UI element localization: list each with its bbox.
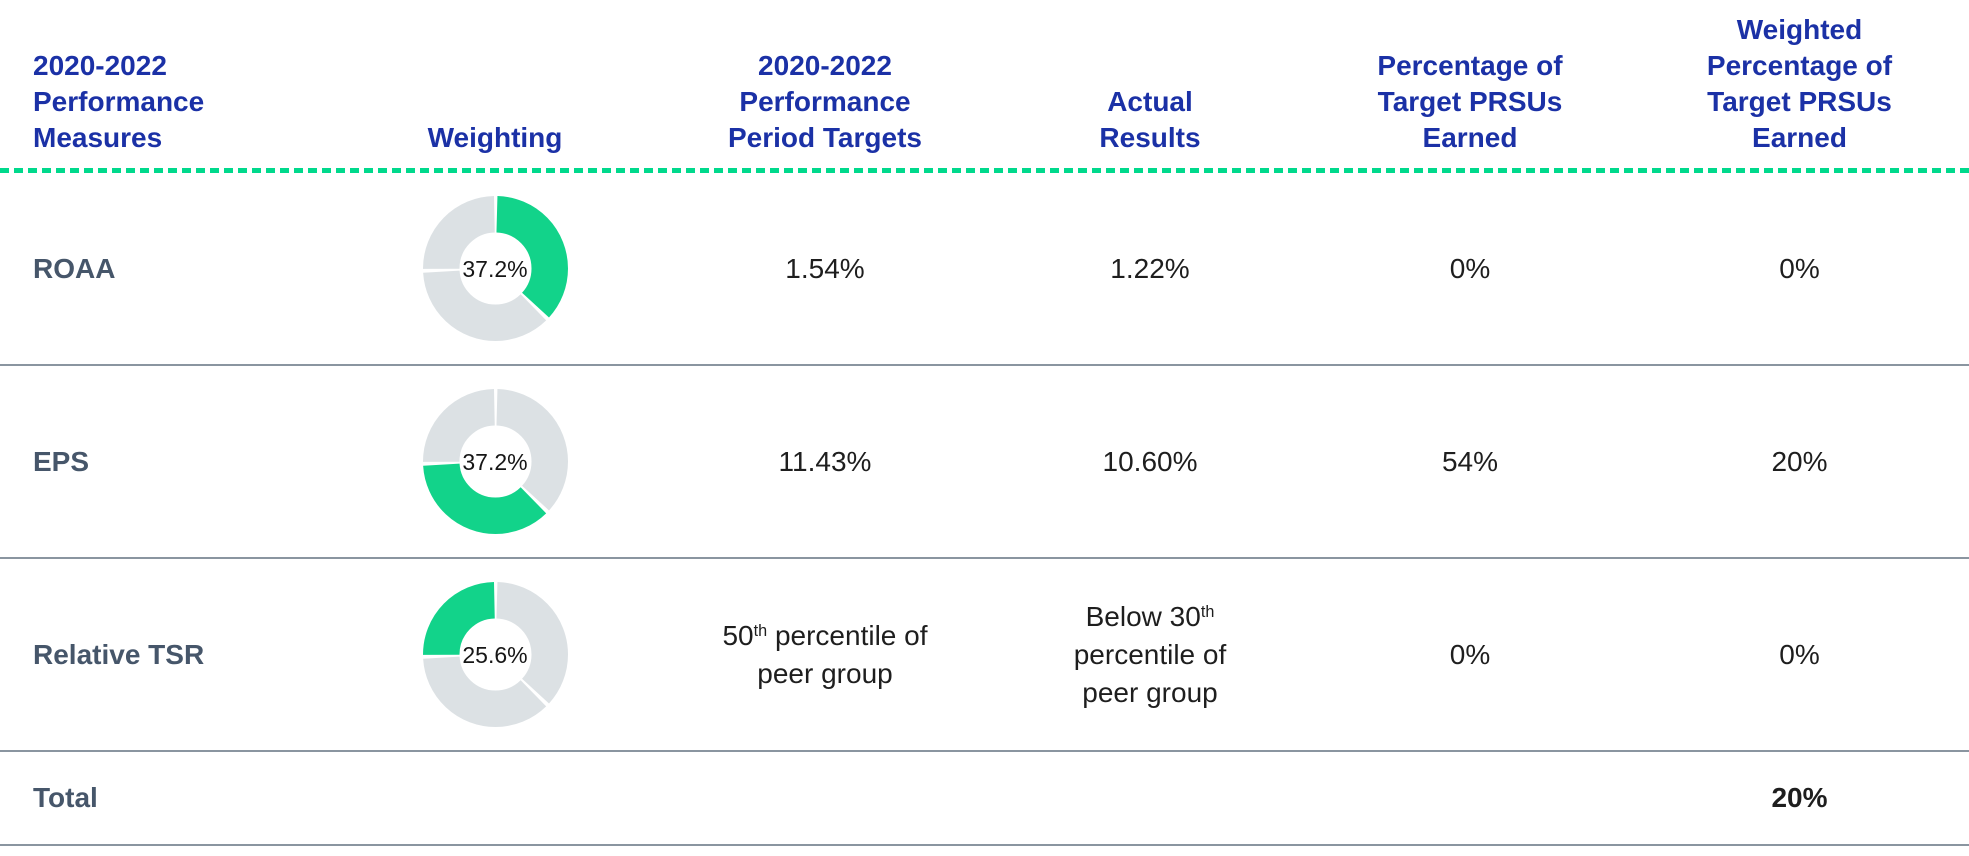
total-label: Total [33, 782, 98, 813]
total-row: Total 20% [0, 752, 1969, 846]
weighting-cell: 37.2% [330, 389, 660, 534]
weighting-donut-chart: 25.6% [422, 582, 568, 727]
weighting-donut-chart: 37.2% [422, 389, 568, 534]
weighting-cell: 37.2% [330, 196, 660, 341]
column-header-actual: Actual Results [1099, 86, 1201, 153]
target-value: 11.43% [778, 445, 872, 477]
donut-percentage-label: 37.2% [462, 255, 528, 282]
actual-value: 1.22% [1110, 252, 1190, 284]
measure-label: ROAA [33, 252, 116, 284]
column-header-targets: 2020-2022 Performance Period Targets [728, 50, 922, 153]
actual-value: Below 30th percentile of peer group [1073, 600, 1227, 708]
actual-value: 10.60% [1102, 445, 1198, 477]
table-header: 2020-2022 Performance Measures Weighting 2… [0, 0, 1969, 168]
donut-percentage-label: 25.6% [462, 641, 528, 668]
earned-value: 0% [1449, 252, 1491, 284]
column-header-weighted: Weighted Percentage of Target PRSUs Earned [1706, 14, 1893, 153]
measure-label: EPS [33, 445, 90, 477]
weighted-value: 0% [1779, 638, 1820, 670]
column-header-weighting: Weighting [427, 122, 563, 153]
earned-value: 54% [1441, 445, 1499, 477]
weighting-donut-chart: 37.2% [422, 196, 568, 341]
total-weighted-value: 20% [1771, 782, 1828, 813]
target-value: 50th percentile of peer group [722, 619, 928, 689]
donut-percentage-label: 37.2% [462, 448, 528, 475]
column-header-earned: Percentage of Target PRSUs Earned [1377, 50, 1563, 153]
table-row-eps: EPS 37.2% 11.43% 10.60% 54% 20% [0, 366, 1969, 559]
column-header-measures: 2020-2022 Performance Measures [33, 50, 205, 153]
table-row-roaa: ROAA 37.2% 1.54% 1.22% 0% 0% [0, 173, 1969, 366]
weighting-cell: 25.6% [330, 582, 660, 727]
weighted-value: 20% [1771, 445, 1828, 477]
measure-label: Relative TSR [33, 638, 205, 670]
earned-value: 0% [1449, 638, 1491, 670]
weighted-value: 0% [1779, 252, 1820, 284]
table-row-relative-tsr: Relative TSR 25.6% 50th percentile of pee… [0, 559, 1969, 752]
target-value: 1.54% [785, 252, 865, 284]
header-divider-dashed [0, 168, 1969, 173]
